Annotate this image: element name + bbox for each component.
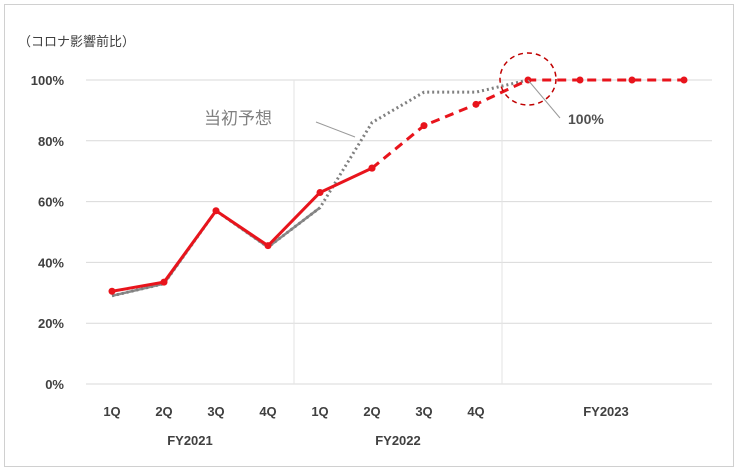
x-tick-label: 3Q [207, 404, 224, 419]
annotations: 当初予想 100% [204, 52, 604, 138]
y-tick-label: 40% [38, 255, 64, 270]
data-point [680, 76, 688, 84]
data-point [264, 242, 272, 250]
data-point [576, 76, 584, 84]
target-leader-line [527, 79, 561, 119]
series-line-dotted [111, 78, 529, 298]
data-point [472, 100, 480, 108]
data-point [368, 164, 376, 172]
grid-lines [86, 79, 712, 385]
data-point [628, 76, 636, 84]
x-tick-label: 1Q [103, 404, 120, 419]
target-highlight-circle [499, 52, 557, 106]
plan-solid-underlay [111, 206, 321, 298]
target-annotation-label: 100% [568, 111, 604, 127]
data-point [316, 188, 324, 196]
data-point [420, 122, 428, 130]
y-axis-ticks: 100% 80% 60% 40% 20% 0% [31, 73, 65, 392]
y-tick-label: 100% [31, 73, 65, 88]
series-layer [108, 76, 688, 298]
x-tick-label: 4Q [259, 404, 276, 419]
plan-annotation-label: 当初予想 [204, 109, 272, 128]
data-point [160, 278, 168, 286]
x-tick-label: 2Q [155, 404, 172, 419]
y-tick-label: 60% [38, 195, 64, 210]
x-tick-label: 1Q [311, 404, 328, 419]
x-axis-categories: 1Q 2Q 3Q 4Q 1Q 2Q 3Q 4Q FY2021 FY2022 FY2023 [103, 404, 628, 448]
chart-frame [4, 4, 734, 467]
data-point [108, 287, 116, 295]
y-tick-label: 80% [38, 134, 64, 149]
data-point [212, 207, 220, 215]
x-tick-label: 4Q [467, 404, 484, 419]
unit-label: （コロナ影響前比） [18, 34, 135, 49]
x-tick-label: 3Q [415, 404, 432, 419]
x-tick-label: 2Q [363, 404, 380, 419]
x-group-label: FY2023 [583, 404, 629, 419]
y-tick-label: 20% [38, 316, 64, 331]
y-tick-label: 0% [45, 377, 64, 392]
x-group-label: FY2022 [375, 433, 421, 448]
series-line-solid [111, 166, 373, 293]
x-group-label: FY2021 [167, 433, 213, 448]
plan-leader-line [315, 121, 356, 138]
series-line-dashed [371, 78, 684, 170]
